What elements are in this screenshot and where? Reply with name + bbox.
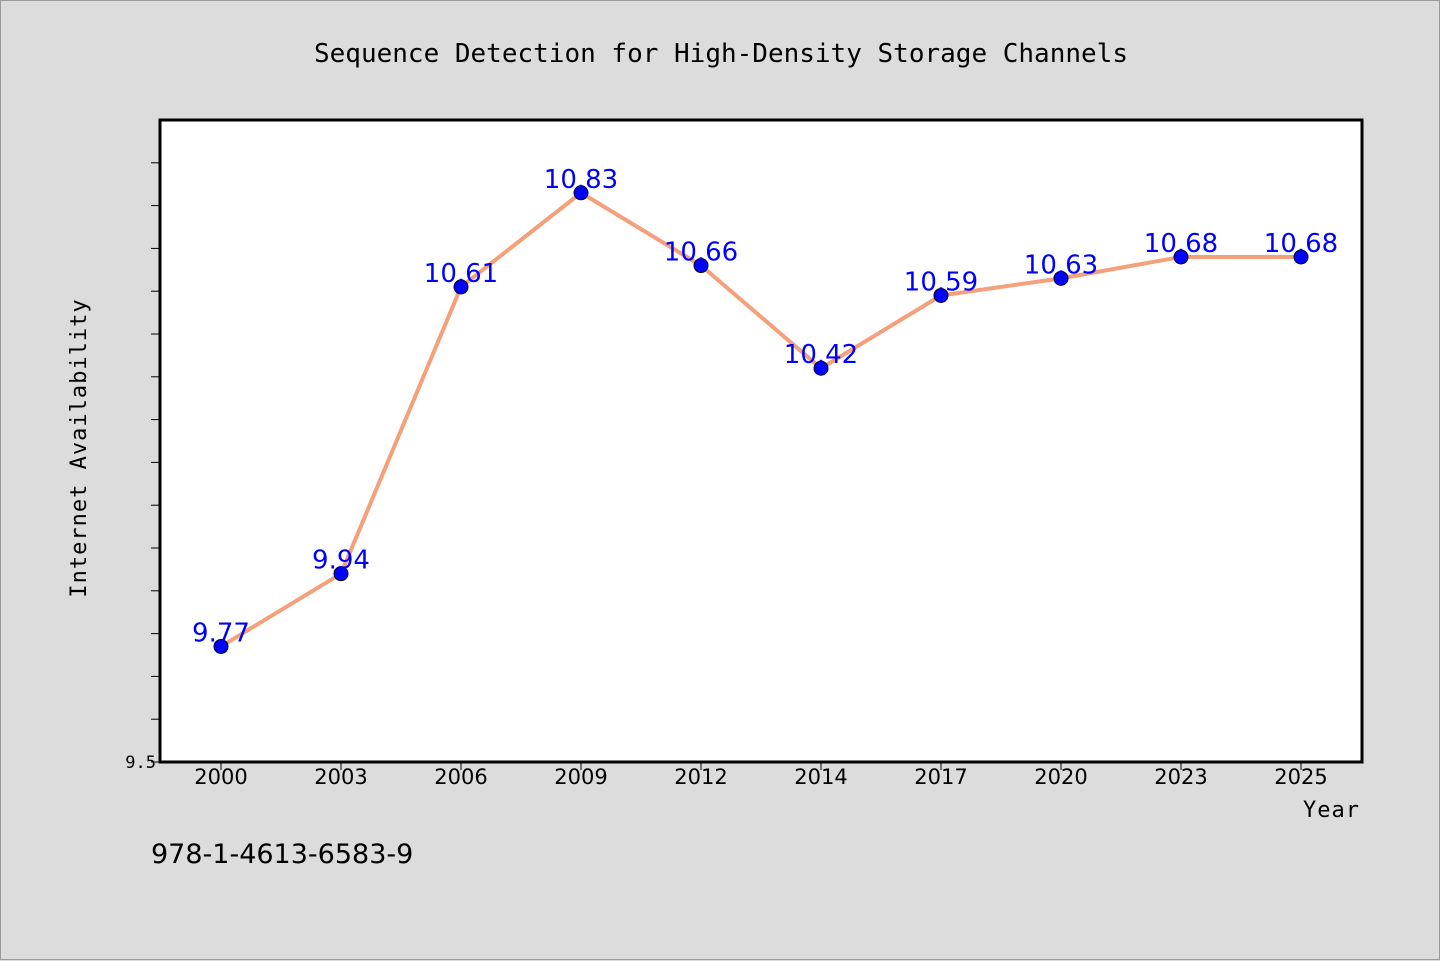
data-point-marker [813, 360, 829, 376]
data-label: 9.77 [192, 618, 250, 648]
data-label: 10.42 [784, 340, 858, 370]
x-axis-ticks: 2000 2003 2006 2009 2012 2014 2017 2020 2023 2025 [194, 762, 1328, 789]
data-point-marker [693, 258, 709, 274]
data-label: 10.63 [1024, 250, 1098, 280]
isbn-footer-text: 978-1-4613-6583-9 [151, 839, 413, 870]
x-axis-label: Year [1303, 798, 1360, 823]
y-axis-ticks: 9.5 [125, 162, 159, 773]
plot-area [158, 118, 1364, 764]
data-label: 10.68 [1264, 229, 1338, 259]
series-group: 9.77 9.94 10.61 10.83 10.66 10.42 10.59 10.63 10… [192, 165, 1338, 654]
data-label: 10.66 [664, 238, 738, 268]
data-label: 9.94 [312, 546, 370, 576]
data-point-marker [573, 185, 589, 201]
data-point-marker [1173, 249, 1189, 265]
chart-title: Sequence Detection for High-Density Stor… [314, 39, 1128, 69]
data-label: 10.68 [1144, 229, 1218, 259]
x-tick-label: 2012 [674, 765, 727, 789]
x-tick-label: 2000 [194, 765, 247, 789]
x-tick-label: 2025 [1274, 765, 1327, 789]
data-point-marker [1293, 249, 1309, 265]
data-point-marker [933, 287, 949, 303]
data-label: 10.59 [904, 267, 978, 297]
x-tick-label: 2009 [554, 765, 607, 789]
data-point-marker [1053, 270, 1069, 286]
x-tick-label: 2006 [434, 765, 487, 789]
x-tick-label: 2003 [314, 765, 367, 789]
x-tick-label: 2020 [1034, 765, 1087, 789]
x-tick-label: 2014 [794, 765, 847, 789]
y-tick-label: 9.5 [125, 753, 156, 773]
x-tick-label: 2017 [914, 765, 967, 789]
data-label: 10.61 [424, 259, 498, 289]
data-point-marker [213, 638, 229, 654]
data-point-marker [453, 279, 469, 295]
y-axis-label: Internet Availability [67, 298, 92, 597]
series-line [219, 190, 1303, 649]
data-point-marker [333, 566, 349, 582]
data-label: 10.83 [544, 165, 618, 195]
x-tick-label: 2023 [1154, 765, 1207, 789]
